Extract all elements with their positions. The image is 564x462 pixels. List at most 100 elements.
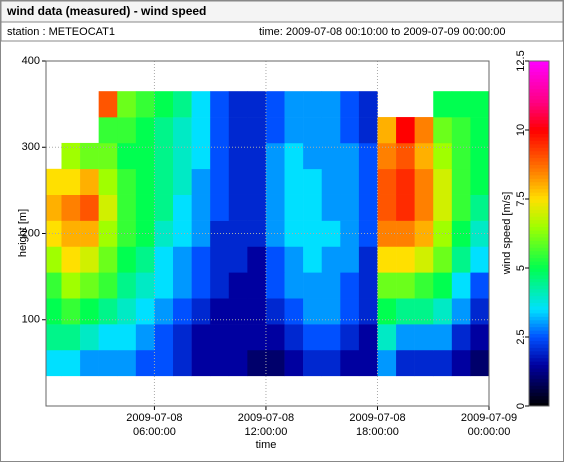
heat-cell — [210, 220, 230, 247]
heat-cell — [80, 272, 99, 299]
heat-cell — [80, 349, 99, 377]
heat-cell — [396, 324, 415, 351]
heat-cell — [321, 349, 341, 377]
colorbar-segment — [529, 240, 549, 245]
heat-cell — [284, 246, 304, 273]
heat-cell — [210, 246, 230, 273]
heat-cell — [396, 349, 415, 377]
heat-cell — [228, 168, 248, 195]
heat-cell — [358, 91, 378, 118]
colorbar-segment — [529, 212, 549, 217]
heat-cell — [358, 117, 378, 144]
heat-cell — [470, 220, 490, 247]
colorbar-segment — [529, 223, 549, 228]
colorbar-segment — [529, 119, 549, 124]
colorbar-segment — [529, 112, 549, 117]
colorbar-segment — [529, 98, 549, 103]
heat-cell — [433, 324, 453, 351]
heat-cell — [247, 91, 267, 118]
heat-cell — [46, 168, 62, 195]
heat-cell — [228, 142, 248, 170]
colorbar-segment — [529, 399, 549, 404]
heat-cell — [321, 142, 341, 170]
y-axis-label: height [m] — [17, 209, 29, 257]
colorbar-segment — [529, 195, 549, 200]
heat-cell — [358, 168, 378, 195]
heat-cell — [284, 324, 304, 351]
colorbar-segment — [529, 205, 549, 210]
heat-cell — [61, 142, 81, 170]
heat-cell — [284, 117, 304, 144]
heat-cell — [396, 117, 415, 144]
colorbar-segment — [529, 319, 549, 324]
heat-cell — [61, 168, 81, 195]
colorbar-segment — [529, 288, 549, 293]
heat-cell — [117, 272, 137, 299]
heat-cell — [358, 220, 378, 247]
heat-cell — [265, 142, 285, 170]
heat-cell — [451, 91, 471, 118]
heat-cell — [154, 246, 174, 273]
colorbar-segment — [529, 174, 549, 179]
colorbar-segment — [529, 126, 549, 131]
heat-cell — [377, 117, 397, 144]
colorbar-segment — [529, 271, 549, 276]
heat-cell — [321, 298, 341, 325]
colorbar-segment — [529, 185, 549, 190]
colorbar-segment — [529, 278, 549, 283]
colorbar-segment — [529, 381, 549, 386]
heat-cell — [303, 91, 323, 118]
plot-border — [45, 60, 490, 407]
colorbar-segment — [529, 202, 549, 207]
heat-cell — [340, 194, 360, 221]
heat-cell — [191, 91, 211, 118]
heat-cell — [358, 298, 378, 325]
heat-cell — [265, 91, 285, 118]
colorbar-segment — [529, 350, 549, 355]
heat-cell — [303, 168, 323, 195]
heat-cell — [228, 91, 248, 118]
heat-cell — [191, 142, 211, 170]
heat-cell — [228, 194, 248, 221]
colorbar-segment — [529, 268, 549, 272]
heat-cell — [117, 220, 137, 247]
heat-cell — [303, 117, 323, 144]
heat-cell — [247, 349, 267, 377]
heat-cell — [117, 349, 137, 377]
colorbar-segment — [529, 92, 549, 96]
heat-cell — [451, 324, 471, 351]
heat-cell — [396, 272, 415, 299]
heat-cell — [154, 298, 174, 325]
colorbar-segment — [529, 374, 549, 379]
heat-cell — [433, 91, 453, 118]
heat-cell — [80, 324, 99, 351]
colorbar-segment — [529, 233, 549, 238]
colorbar-segment — [529, 74, 549, 79]
heat-cell — [98, 194, 118, 221]
heat-cell — [46, 220, 62, 247]
heat-cell — [191, 117, 211, 144]
colorbar-tick-label: 0 — [515, 403, 527, 409]
heat-cell — [228, 272, 248, 299]
heat-cell — [377, 298, 397, 325]
heat-cell — [191, 272, 211, 299]
heat-cell — [470, 91, 490, 118]
heat-cell — [451, 246, 471, 273]
heat-cell — [117, 168, 137, 195]
colorbar-segment — [529, 357, 549, 362]
heat-cell — [210, 142, 230, 170]
heat-cell — [228, 349, 248, 377]
heat-cell — [265, 220, 285, 247]
heat-cell — [470, 272, 490, 299]
heat-cell — [61, 246, 81, 273]
colorbar-segment — [529, 261, 549, 266]
heat-cell — [117, 298, 137, 325]
heat-cell — [247, 194, 267, 221]
heat-cell — [358, 272, 378, 299]
heat-cell — [247, 117, 267, 144]
colorbar-segment — [529, 105, 549, 110]
colorbar-segment — [529, 109, 549, 114]
heat-cell — [98, 220, 118, 247]
y-tick-label: 200 — [22, 227, 40, 239]
colorbar-segment — [529, 154, 549, 159]
